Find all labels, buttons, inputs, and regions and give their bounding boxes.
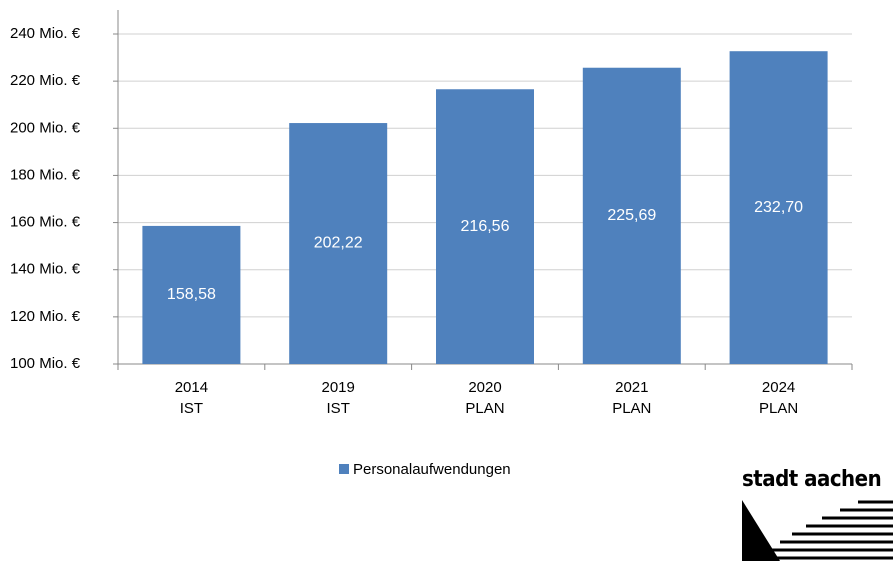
value-label: 232,70 [754,199,803,216]
logo-text: stadt aachen [742,467,881,492]
x-tick-label: PLAN [465,400,504,417]
y-tick-label: 140 Mio. € [10,261,81,278]
bar [142,225,241,364]
bar [729,51,828,364]
x-tick-label: 2014 [175,379,208,396]
bar [289,123,388,364]
logo-shape [742,500,780,561]
logo: stadt aachen [742,467,893,561]
value-label: 225,69 [607,207,656,224]
value-label: 216,56 [461,218,510,235]
value-label: 158,58 [167,286,216,303]
x-tick-label: PLAN [759,400,798,417]
x-tick-label: 2024 [762,379,795,396]
legend-swatch [339,464,349,474]
x-tick-label: IST [327,400,350,417]
y-tick-label: 220 Mio. € [10,72,81,89]
y-tick-label: 120 Mio. € [10,308,81,325]
x-tick-label: IST [180,400,203,417]
y-tick-label: 180 Mio. € [10,166,81,183]
legend-label: Personalaufwendungen [353,461,511,478]
x-tick-label: 2020 [468,379,501,396]
logo-stripes [762,500,893,560]
x-tick-label: 2021 [615,379,648,396]
value-label: 202,22 [314,235,363,252]
y-tick-label: 100 Mio. € [10,355,81,372]
y-tick-label: 240 Mio. € [10,25,81,42]
x-tick-label: PLAN [612,400,651,417]
y-tick-label: 200 Mio. € [10,119,81,136]
bar [582,67,681,364]
y-tick-label: 160 Mio. € [10,214,81,231]
x-tick-label: 2019 [322,379,355,396]
bar [436,89,534,364]
